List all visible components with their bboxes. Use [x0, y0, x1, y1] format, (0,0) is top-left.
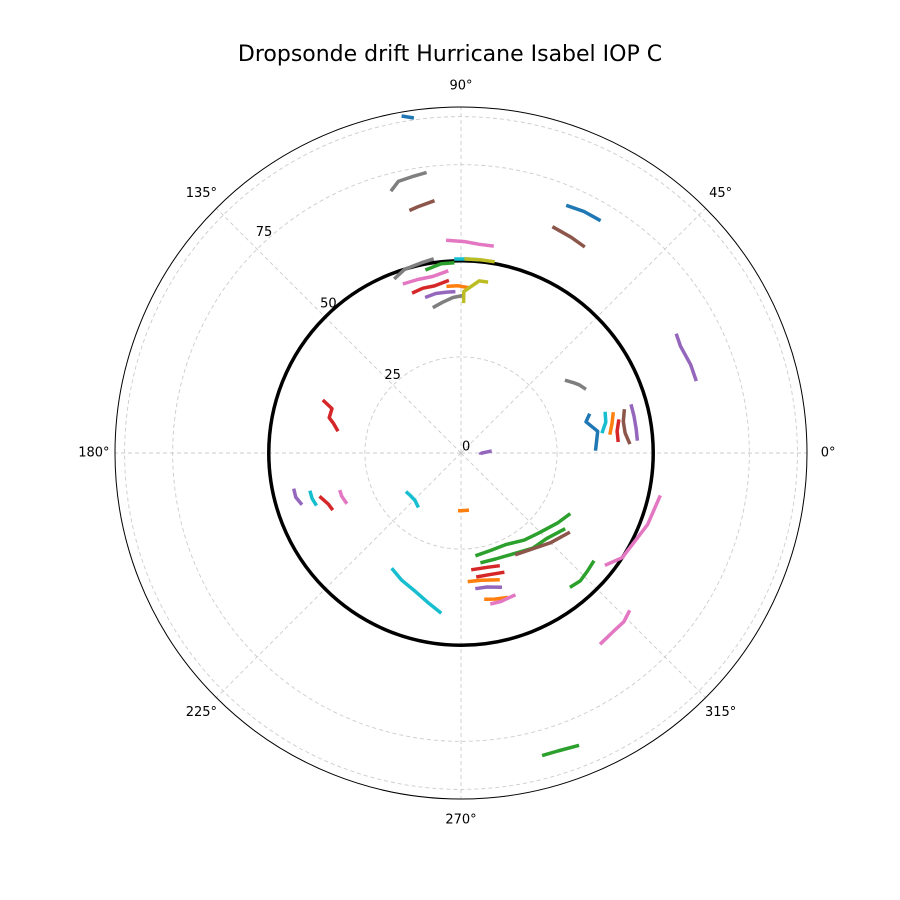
polar-outer-boundary [114, 106, 808, 800]
r-gridline [364, 356, 558, 550]
drift-track-24 [629, 403, 640, 441]
theta-tick-label: 270° [445, 813, 476, 828]
drift-track-26 [291, 488, 304, 506]
theta-tick-label: 180° [78, 446, 109, 461]
drift-track-17 [461, 279, 489, 304]
drift-track-14 [446, 284, 471, 290]
drift-track-40 [475, 585, 503, 591]
drift-track-4 [565, 203, 602, 223]
drift-track-31 [390, 567, 443, 615]
drift-track-2 [389, 170, 428, 193]
drift-track-1 [401, 114, 415, 120]
drift-track-29 [338, 489, 349, 505]
drift-track-19 [584, 412, 600, 451]
drift-track-28 [318, 494, 335, 512]
drift-track-39 [467, 578, 500, 584]
theta-tick-label: 225° [186, 705, 217, 720]
reference-circle-layer [267, 259, 655, 647]
drift-track-33 [478, 449, 493, 456]
drift-track-38 [475, 570, 505, 579]
drift-track-6 [674, 333, 698, 382]
drift-track-11 [424, 261, 455, 272]
series-layer [291, 114, 698, 758]
drift-track-16 [431, 293, 465, 310]
r-gridline [124, 116, 798, 790]
drift-track-44 [604, 494, 662, 567]
drift-track-23 [621, 409, 632, 445]
r-tick-label: 0 [462, 440, 470, 455]
theta-gridline [216, 208, 462, 454]
drift-track-18 [564, 378, 587, 391]
tick-label-layer: 0° 45° 90° 135° 180° 225° 270° 315° 0 25 50 75 [78, 78, 835, 827]
drift-track-36 [514, 530, 571, 557]
drift-track-3 [408, 199, 436, 213]
theta-tick-label: 315° [705, 705, 736, 720]
drift-track-43 [568, 559, 596, 589]
drift-track-34 [474, 512, 572, 558]
drift-track-12 [402, 269, 449, 286]
drift-track-46 [541, 743, 580, 758]
drift-track-37 [470, 563, 501, 572]
theta-tick-label: 0° [821, 446, 836, 461]
reference-circle [267, 259, 655, 647]
theta-tick-label: 135° [186, 186, 217, 201]
drift-track-15 [424, 289, 456, 300]
r-tick-label: 50 [320, 297, 337, 312]
drift-track-10 [393, 257, 435, 281]
drift-track-20 [600, 411, 608, 434]
chart-title: Dropsonde drift Hurricane Isabel IOP C [237, 42, 663, 67]
drift-track-25 [321, 398, 340, 433]
drift-track-22 [615, 419, 621, 443]
theta-tick-label: 45° [709, 186, 732, 201]
r-tick-label: 25 [384, 368, 401, 383]
drift-track-45 [598, 609, 632, 646]
drift-track-32 [457, 508, 470, 513]
drift-track-7 [445, 238, 495, 248]
drift-track-41 [484, 595, 509, 601]
theta-gridline [216, 452, 462, 698]
drift-track-13 [411, 278, 450, 295]
r-gridline [172, 164, 750, 742]
drift-track-5 [551, 225, 586, 249]
r-tick-label: 75 [256, 225, 273, 240]
drift-track-42 [489, 593, 517, 606]
theta-tick-label: 90° [449, 78, 472, 93]
polar-grid [114, 106, 808, 800]
drift-track-9 [464, 257, 495, 264]
drift-track-27 [308, 490, 318, 507]
drift-track-21 [608, 412, 616, 436]
drift-track-30 [404, 490, 420, 509]
drift-track-35 [479, 527, 567, 565]
